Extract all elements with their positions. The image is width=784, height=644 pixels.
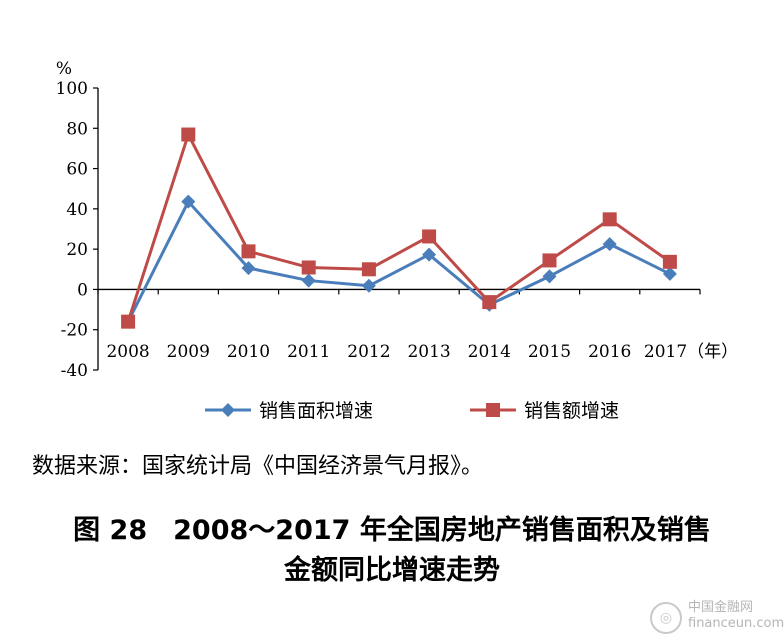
figure-title-part1: 2008～2017 年全国房地产销售面积及销售	[173, 515, 711, 546]
y-axis-label: %	[56, 59, 72, 79]
legend-marker-square	[486, 403, 500, 417]
y-tick-label: -40	[61, 361, 88, 381]
x-tick-label: 2014	[468, 342, 511, 362]
data-point-square	[482, 295, 497, 310]
data-point-diamond	[662, 266, 677, 281]
y-tick-label: -20	[61, 321, 88, 341]
figure-caption-line1: 图 28 2008～2017 年全国房地产销售面积及销售	[0, 508, 784, 547]
figure-number: 图 28	[73, 515, 148, 546]
x-tick-label: 2015	[528, 342, 571, 362]
data-point-square	[301, 260, 316, 275]
watermark-url: financeun.com	[688, 616, 784, 631]
y-tick-label: 0	[77, 280, 88, 300]
data-point-square	[121, 314, 136, 329]
data-point-diamond	[361, 278, 376, 293]
data-point-square	[361, 262, 376, 277]
data-point-square	[542, 253, 557, 268]
data-point-diamond	[422, 247, 437, 262]
data-point-diamond	[241, 261, 256, 276]
watermark-logo: ◎ 中国金融网 financeun.com	[650, 600, 784, 636]
data-point-diamond	[542, 269, 557, 284]
x-tick-label: 2010	[227, 342, 270, 362]
x-tick-label: 2011	[287, 342, 330, 362]
legend-label: 销售面积增速	[259, 400, 373, 422]
data-point-square	[241, 244, 256, 259]
watermark-circle-icon: ◎	[650, 602, 682, 634]
x-tick-label: 2008	[106, 342, 149, 362]
series-line-1	[126, 200, 671, 323]
y-tick-label: 60	[66, 160, 88, 180]
line-chart: -40 -20 0 20 40 60 80 100% 2008 2009 2010 2011 2012 2…	[56, 59, 739, 422]
legend-label: 销售额增速	[524, 400, 619, 422]
data-point-diamond	[602, 237, 617, 252]
data-point-diamond	[181, 194, 196, 209]
data-point-square	[422, 229, 437, 244]
y-tick-label: 20	[66, 240, 88, 260]
y-tick-label: 80	[66, 119, 88, 139]
legend-marker-diamond	[221, 403, 235, 417]
data-source-note: 数据来源：国家统计局《中国经济景气月报》。	[32, 454, 484, 479]
x-tick-label: 2009	[167, 342, 210, 362]
chart: -40 -20 0 20 40 60 80 100% 2008 2009 2010 2011 2012 2…	[56, 59, 739, 422]
data-point-diamond	[301, 273, 316, 288]
x-tick-label: 2013	[407, 342, 450, 362]
data-point-square	[602, 212, 617, 227]
series-line-2	[126, 133, 671, 323]
y-tick-label: 100	[56, 79, 88, 99]
x-tick-label: 2016	[588, 342, 631, 362]
figure-caption-line2: 金额同比增速走势	[284, 555, 500, 586]
data-point-square	[181, 127, 196, 142]
x-tick-label: 2012	[347, 342, 390, 362]
watermark-name: 中国金融网	[688, 600, 754, 615]
x-tick-label: 2017（年）	[644, 342, 738, 362]
y-tick-label: 40	[66, 200, 88, 220]
data-point-square	[662, 254, 677, 269]
